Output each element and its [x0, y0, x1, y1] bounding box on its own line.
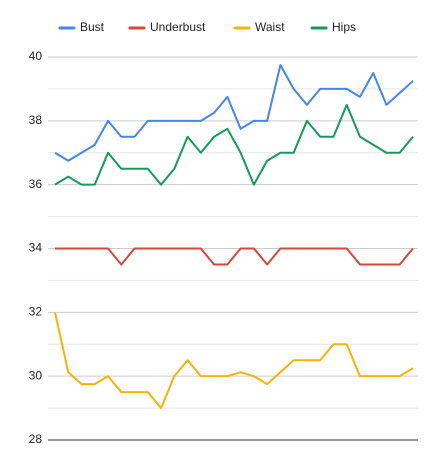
- series-line: [54, 63, 414, 162]
- legend-label: Hips: [332, 20, 356, 34]
- legend-label: Underbust: [150, 20, 206, 34]
- y-tick-label: 28: [29, 432, 43, 446]
- y-tick-label: 32: [29, 305, 43, 319]
- y-tick-label: 38: [29, 113, 43, 127]
- y-tick-label: 36: [29, 177, 43, 191]
- series-line: [54, 103, 414, 186]
- series-line: [55, 247, 414, 266]
- legend-label: Bust: [80, 20, 105, 34]
- series-line: [54, 312, 414, 410]
- y-tick-label: 30: [29, 368, 43, 382]
- legend-label: Waist: [255, 20, 285, 34]
- y-tick-label: 34: [29, 241, 43, 255]
- y-tick-label: 40: [29, 49, 43, 63]
